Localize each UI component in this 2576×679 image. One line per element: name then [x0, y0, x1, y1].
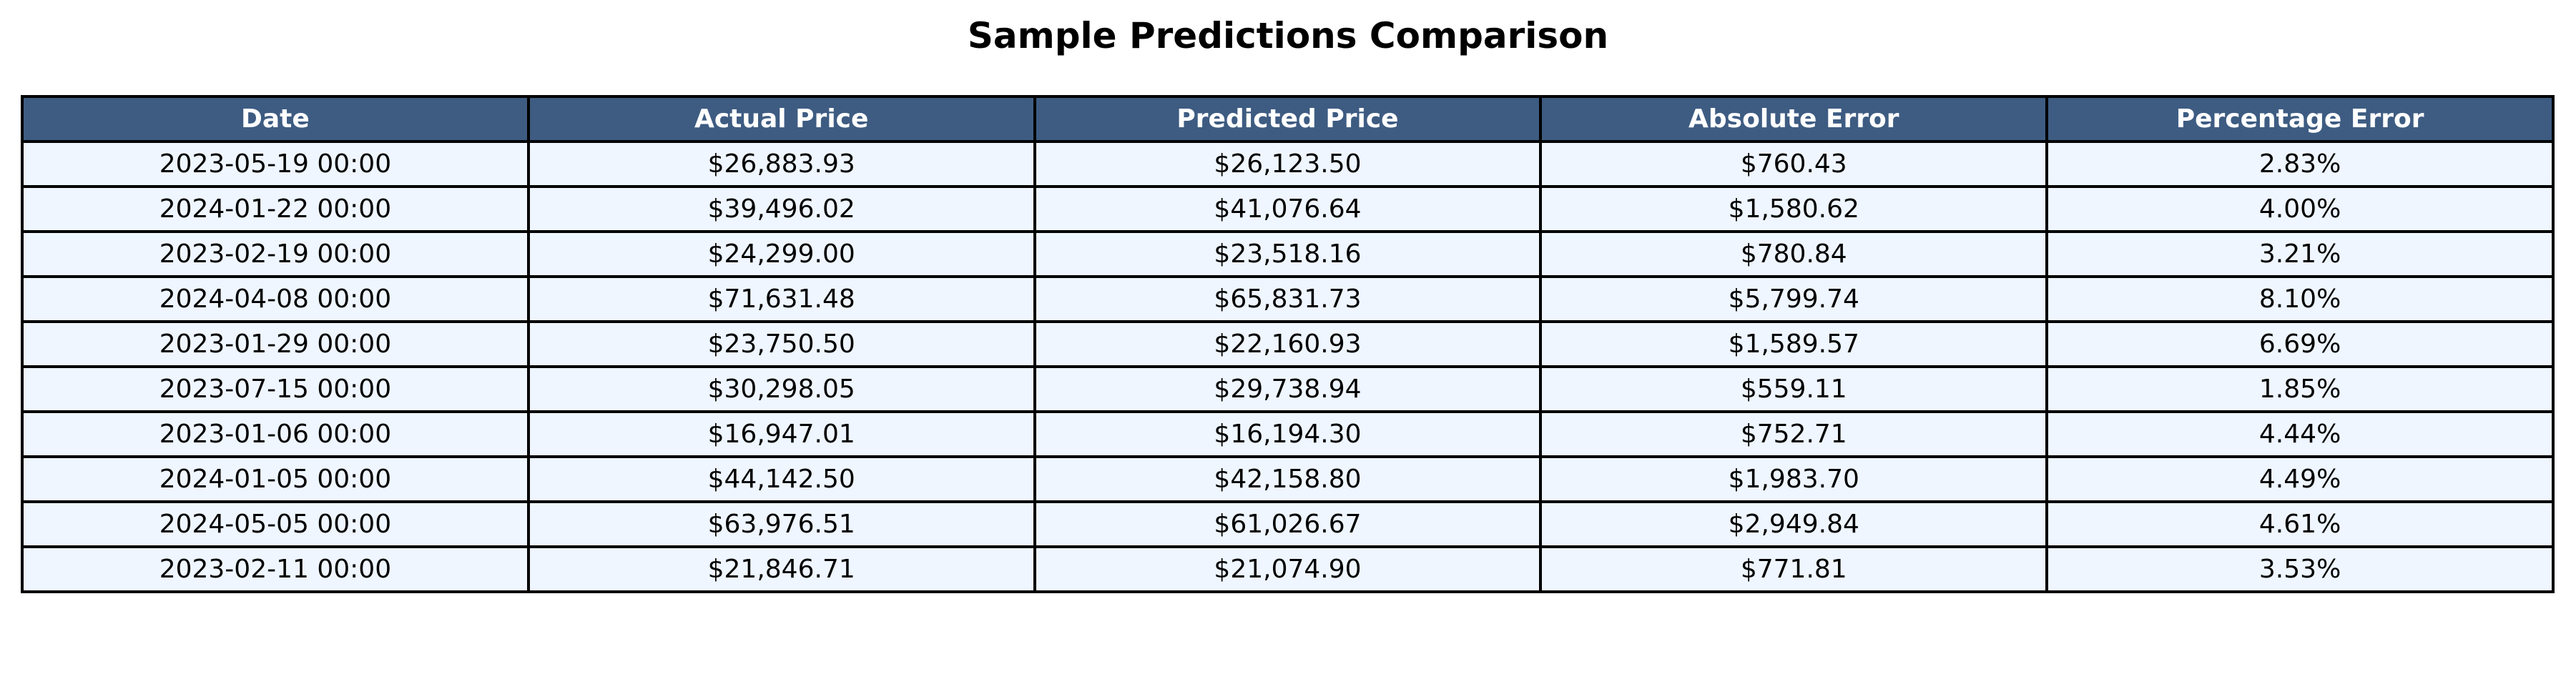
cell-absolute-error: $2,949.84	[1539, 500, 2049, 548]
cell-date: 2024-01-22 00:00	[21, 185, 530, 233]
cell-absolute-error: $1,580.62	[1539, 185, 2049, 233]
cell-actual-price: $26,883.93	[526, 140, 1036, 188]
cell-absolute-error: $771.81	[1539, 545, 2049, 593]
header-absolute-error: Absolute Error	[1539, 95, 2049, 143]
cell-absolute-error: $1,589.57	[1539, 320, 2049, 368]
cell-absolute-error: $780.84	[1539, 230, 2049, 278]
cell-percentage-error: 3.53%	[2045, 545, 2555, 593]
cell-percentage-error: 4.61%	[2045, 500, 2555, 548]
cell-date: 2023-01-29 00:00	[21, 320, 530, 368]
cell-percentage-error: 6.69%	[2045, 320, 2555, 368]
cell-percentage-error: 4.00%	[2045, 185, 2555, 233]
table-header: Date Actual Price Predicted Price Absolu…	[21, 95, 2555, 143]
table-row: 2024-04-08 00:00 $71,631.48 $65,831.73 $…	[21, 275, 2555, 323]
table-row: 2024-01-05 00:00 $44,142.50 $42,158.80 $…	[21, 455, 2555, 503]
table-row: 2023-02-19 00:00 $24,299.00 $23,518.16 $…	[21, 230, 2555, 278]
cell-predicted-price: $41,076.64	[1033, 185, 1543, 233]
predictions-table: Date Actual Price Predicted Price Absolu…	[21, 95, 2555, 593]
cell-actual-price: $39,496.02	[526, 185, 1036, 233]
cell-actual-price: $16,947.01	[526, 410, 1036, 458]
header-row: Date Actual Price Predicted Price Absolu…	[21, 95, 2555, 143]
header-actual-price: Actual Price	[526, 95, 1036, 143]
cell-predicted-price: $65,831.73	[1033, 275, 1543, 323]
table-row: 2023-05-19 00:00 $26,883.93 $26,123.50 $…	[21, 140, 2555, 188]
header-date: Date	[21, 95, 530, 143]
cell-date: 2024-04-08 00:00	[21, 275, 530, 323]
cell-actual-price: $30,298.05	[526, 365, 1036, 413]
cell-date: 2023-01-06 00:00	[21, 410, 530, 458]
cell-date: 2024-01-05 00:00	[21, 455, 530, 503]
cell-actual-price: $71,631.48	[526, 275, 1036, 323]
cell-absolute-error: $559.11	[1539, 365, 2049, 413]
cell-date: 2023-02-19 00:00	[21, 230, 530, 278]
cell-absolute-error: $752.71	[1539, 410, 2049, 458]
cell-predicted-price: $26,123.50	[1033, 140, 1543, 188]
cell-percentage-error: 2.83%	[2045, 140, 2555, 188]
cell-percentage-error: 3.21%	[2045, 230, 2555, 278]
cell-date: 2024-05-05 00:00	[21, 500, 530, 548]
table-row: 2024-01-22 00:00 $39,496.02 $41,076.64 $…	[21, 185, 2555, 233]
table-row: 2023-01-06 00:00 $16,947.01 $16,194.30 $…	[21, 410, 2555, 458]
cell-percentage-error: 1.85%	[2045, 365, 2555, 413]
header-predicted-price: Predicted Price	[1033, 95, 1543, 143]
cell-actual-price: $24,299.00	[526, 230, 1036, 278]
cell-predicted-price: $29,738.94	[1033, 365, 1543, 413]
cell-predicted-price: $22,160.93	[1033, 320, 1543, 368]
cell-predicted-price: $21,074.90	[1033, 545, 1543, 593]
cell-percentage-error: 8.10%	[2045, 275, 2555, 323]
cell-actual-price: $21,846.71	[526, 545, 1036, 593]
cell-percentage-error: 4.49%	[2045, 455, 2555, 503]
cell-date: 2023-07-15 00:00	[21, 365, 530, 413]
cell-actual-price: $63,976.51	[526, 500, 1036, 548]
table-row: 2023-02-11 00:00 $21,846.71 $21,074.90 $…	[21, 545, 2555, 593]
cell-predicted-price: $42,158.80	[1033, 455, 1543, 503]
cell-date: 2023-02-11 00:00	[21, 545, 530, 593]
cell-absolute-error: $5,799.74	[1539, 275, 2049, 323]
cell-absolute-error: $1,983.70	[1539, 455, 2049, 503]
table-row: 2023-07-15 00:00 $30,298.05 $29,738.94 $…	[21, 365, 2555, 413]
cell-absolute-error: $760.43	[1539, 140, 2049, 188]
cell-predicted-price: $16,194.30	[1033, 410, 1543, 458]
table-body: 2023-05-19 00:00 $26,883.93 $26,123.50 $…	[21, 140, 2555, 593]
table-row: 2024-05-05 00:00 $63,976.51 $61,026.67 $…	[21, 500, 2555, 548]
header-percentage-error: Percentage Error	[2045, 95, 2555, 143]
cell-actual-price: $23,750.50	[526, 320, 1036, 368]
cell-predicted-price: $23,518.16	[1033, 230, 1543, 278]
cell-predicted-price: $61,026.67	[1033, 500, 1543, 548]
cell-actual-price: $44,142.50	[526, 455, 1036, 503]
cell-percentage-error: 4.44%	[2045, 410, 2555, 458]
table-row: 2023-01-29 00:00 $23,750.50 $22,160.93 $…	[21, 320, 2555, 368]
chart-title: Sample Predictions Comparison	[967, 15, 1609, 56]
cell-date: 2023-05-19 00:00	[21, 140, 530, 188]
